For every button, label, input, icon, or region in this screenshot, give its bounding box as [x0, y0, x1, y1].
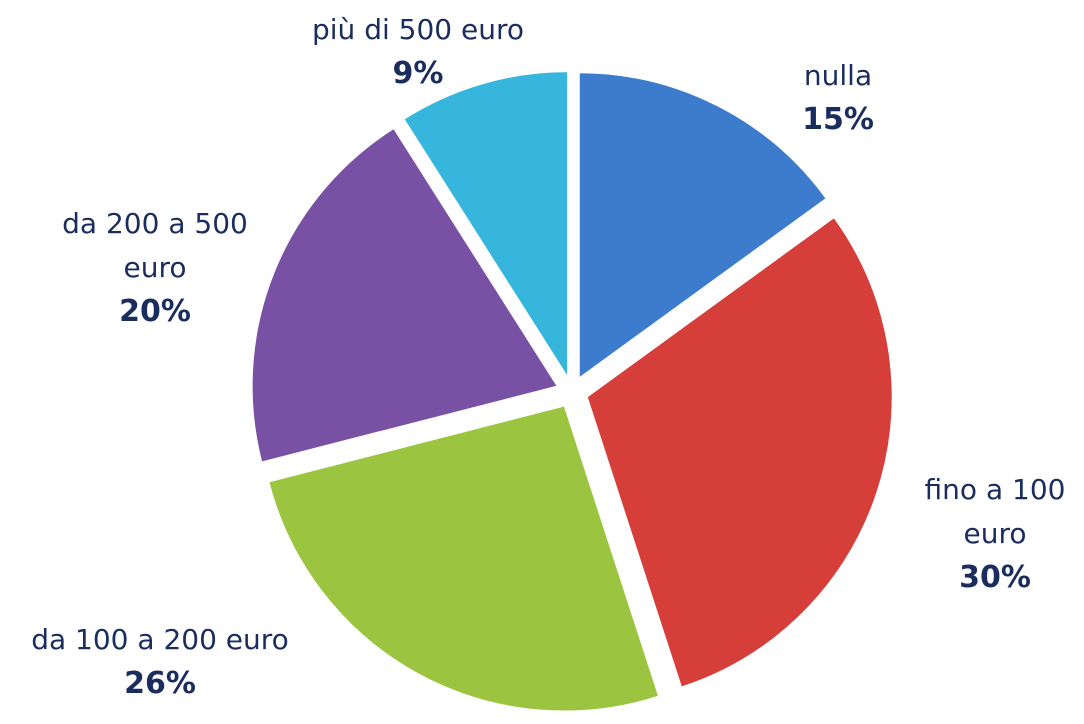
value-label: 30%: [959, 560, 1031, 595]
slice-label: da 100 a 200 euro 26%: [0, 618, 330, 706]
pie-slice: [251, 127, 558, 463]
slice-label: più di 500 euro 9%: [268, 8, 568, 96]
pie-slice: [403, 71, 569, 379]
value-label: 26%: [124, 666, 196, 701]
value-label: 9%: [392, 56, 444, 91]
slice-label: da 200 a 500 euro 20%: [35, 202, 275, 334]
slice-label: nulla 15%: [738, 54, 938, 142]
slice-label: fino a 100 euro 30%: [900, 468, 1084, 600]
category-label: fino a 100 euro: [924, 473, 1066, 550]
value-label: 15%: [802, 102, 874, 137]
value-label: 20%: [119, 294, 191, 329]
category-label: da 200 a 500 euro: [62, 207, 248, 284]
category-label: più di 500 euro: [312, 13, 524, 46]
pie-slice: [578, 72, 827, 379]
category-label: nulla: [803, 59, 873, 92]
pie-slice: [268, 405, 660, 712]
pie-slice: [586, 216, 893, 688]
category-label: da 100 a 200 euro: [31, 623, 289, 656]
